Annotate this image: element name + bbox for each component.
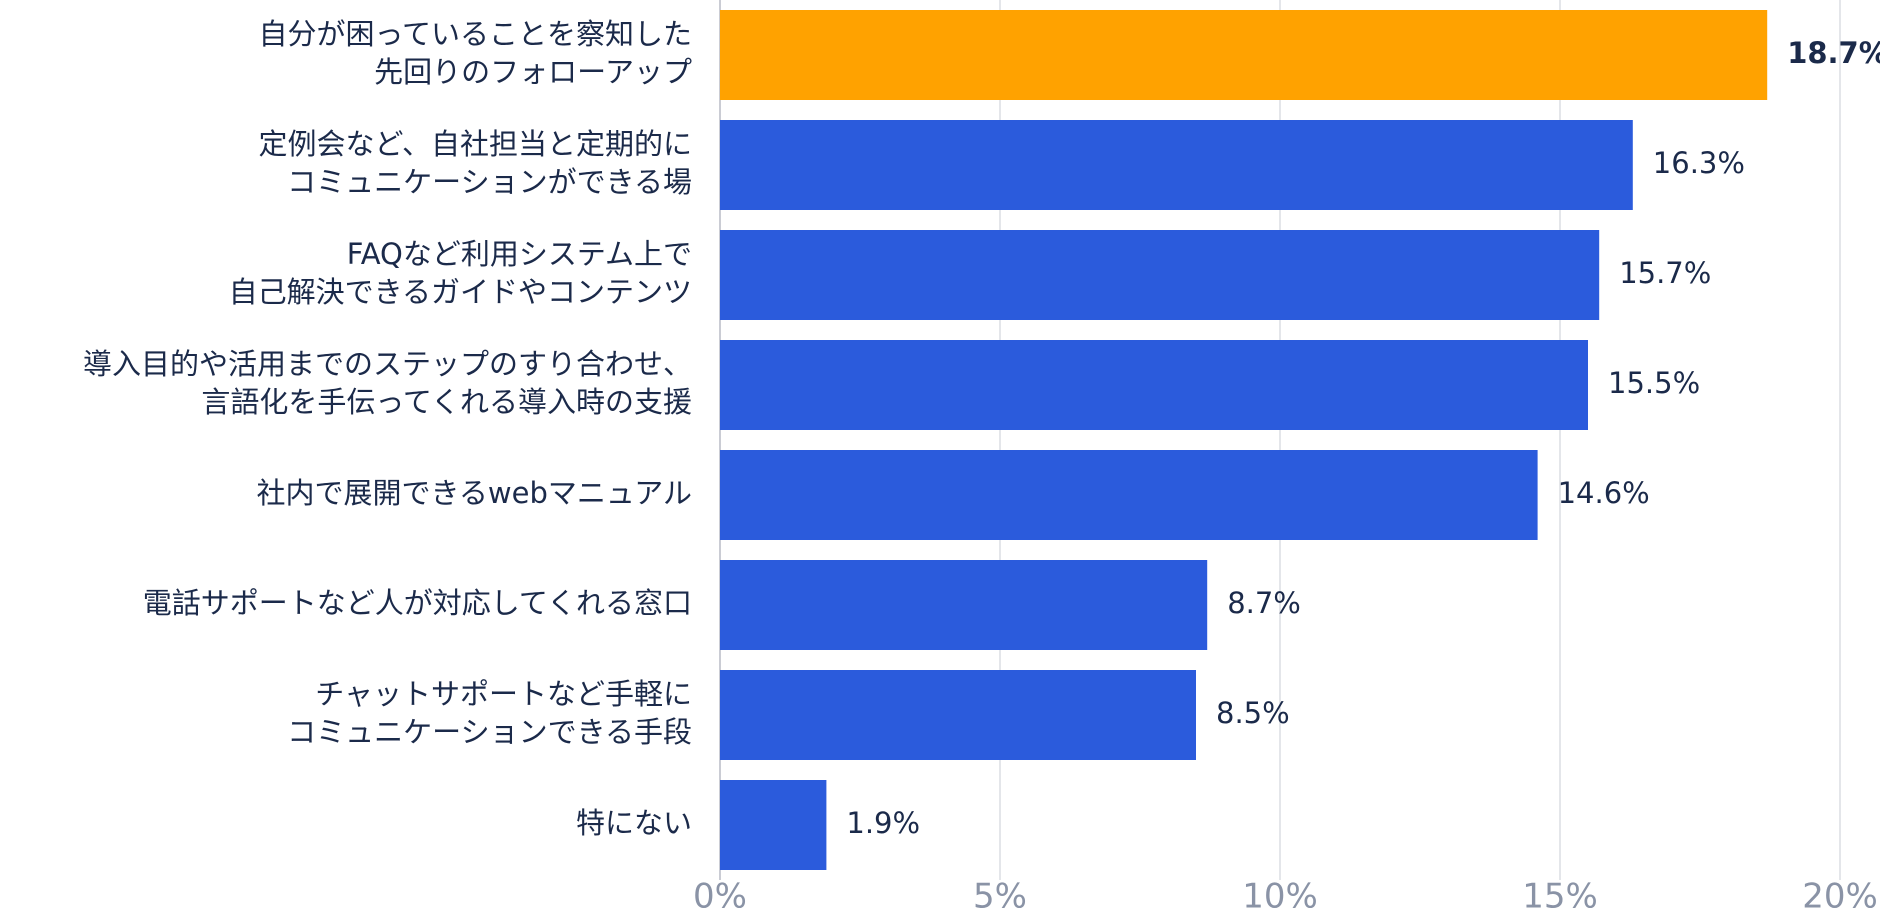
x-tick-label: 20% — [1802, 877, 1878, 916]
x-tick-label: 10% — [1242, 877, 1318, 916]
category-label: 社内で展開できるwebマニュアル — [256, 476, 692, 510]
bar — [720, 230, 1600, 320]
category-label: 特にない — [576, 806, 692, 840]
category-label: コミュニケーションできる手段 — [287, 715, 692, 749]
x-tick-label: 5% — [973, 877, 1027, 916]
value-label: 1.9% — [846, 806, 920, 840]
category-label: 定例会など、自社担当と定期的に — [258, 127, 692, 161]
x-tick-label: 0% — [693, 877, 747, 916]
x-tick-label: 15% — [1522, 877, 1598, 916]
bar — [720, 120, 1633, 210]
category-label: コミュニケーションができる場 — [287, 165, 692, 199]
value-label: 14.6% — [1558, 476, 1650, 510]
category-label: 自分が困っていることを察知した — [258, 17, 692, 51]
value-label: 8.7% — [1227, 586, 1301, 620]
category-label: 電話サポートなど人が対応してくれる窓口 — [143, 586, 692, 620]
bar — [720, 10, 1768, 100]
category-label: 先回りのフォローアップ — [374, 55, 692, 89]
value-label: 8.5% — [1216, 696, 1290, 730]
category-label: 導入目的や活用までのステップのすり合わせ、 — [83, 347, 692, 381]
bar — [720, 450, 1538, 540]
category-label: チャットサポートなど手軽に — [315, 677, 692, 711]
value-label: 15.7% — [1619, 256, 1711, 290]
category-label: 自己解決できるガイドやコンテンツ — [229, 275, 692, 309]
bar — [720, 780, 827, 870]
value-label: 15.5% — [1608, 366, 1700, 400]
bar — [720, 670, 1196, 760]
bar — [720, 340, 1588, 430]
bar — [720, 560, 1208, 650]
category-label: 言語化を手伝ってくれる導入時の支援 — [201, 385, 692, 419]
value-label: 18.7% — [1787, 36, 1880, 70]
category-label: FAQなど利用システム上で — [347, 237, 692, 271]
value-label: 16.3% — [1653, 146, 1745, 180]
